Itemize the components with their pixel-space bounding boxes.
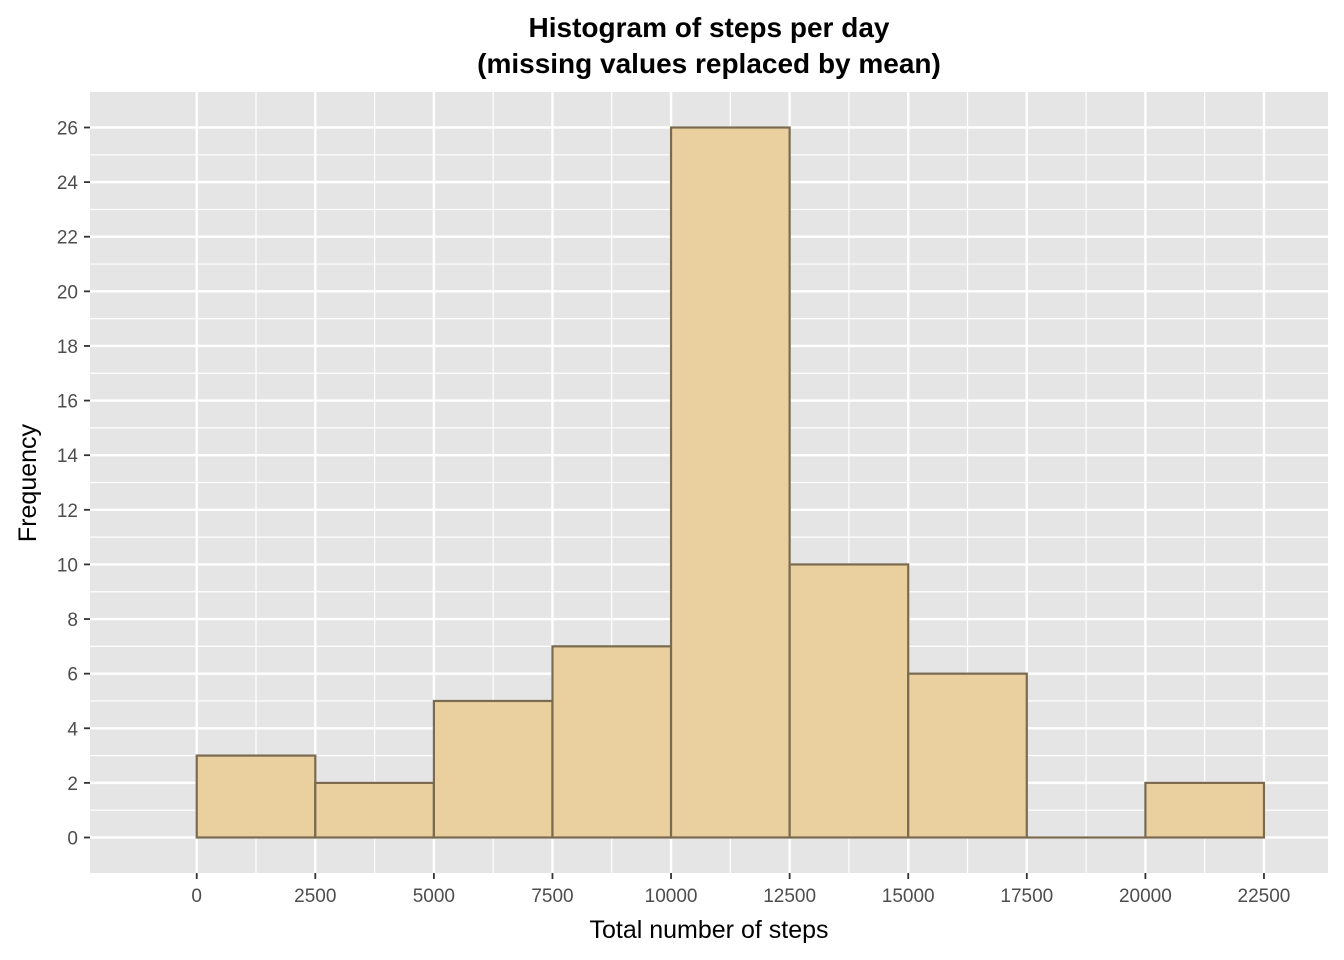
- y-tick-label: 18: [57, 337, 78, 358]
- chart-title: Histogram of steps per day: [529, 12, 890, 43]
- y-axis-title: Frequency: [14, 423, 42, 542]
- y-tick-label: 4: [67, 719, 78, 740]
- histogram-bar: [1144, 781, 1266, 839]
- y-tick-label: 24: [57, 173, 79, 194]
- y-tick-label: 0: [67, 829, 78, 850]
- histogram-bar: [551, 645, 673, 839]
- y-tick-label: 2: [67, 774, 78, 795]
- y-tick-label: 12: [57, 501, 78, 522]
- x-tick-label: 10000: [645, 886, 698, 907]
- histogram-bar: [432, 699, 554, 839]
- histogram-bar: [314, 781, 435, 839]
- x-tick-label: 15000: [882, 886, 935, 907]
- x-tick-label: 22500: [1238, 886, 1291, 907]
- y-tick-label: 20: [57, 282, 78, 303]
- histogram-bar: [788, 563, 910, 839]
- x-tick-label: 17500: [1000, 886, 1053, 907]
- histogram-bar: [907, 672, 1028, 839]
- x-tick-label: 2500: [294, 886, 336, 907]
- bars: [195, 126, 1266, 839]
- y-tick-label: 8: [67, 610, 78, 631]
- y-tick-label: 14: [57, 446, 79, 467]
- y-tick-label: 6: [67, 665, 78, 686]
- y-tick-label: 16: [57, 392, 78, 413]
- y-tick-label: 22: [57, 228, 78, 249]
- x-tick-label: 0: [191, 886, 202, 907]
- histogram-bar: [669, 126, 791, 839]
- x-tick-label: 12500: [763, 886, 816, 907]
- x-tick-label: 20000: [1119, 886, 1172, 907]
- chart-subtitle: (missing values replaced by mean): [477, 48, 941, 79]
- histogram-bar: [195, 754, 317, 839]
- x-axis: 0 2500 5000 7500 10000 12500 15000 17500 20000 22…: [191, 873, 1290, 907]
- y-tick-label: 10: [57, 555, 78, 576]
- y-tick-label: 26: [57, 119, 78, 140]
- x-axis-title: Total number of steps: [589, 916, 828, 944]
- x-tick-label: 5000: [413, 886, 455, 907]
- x-tick-label: 7500: [531, 886, 573, 907]
